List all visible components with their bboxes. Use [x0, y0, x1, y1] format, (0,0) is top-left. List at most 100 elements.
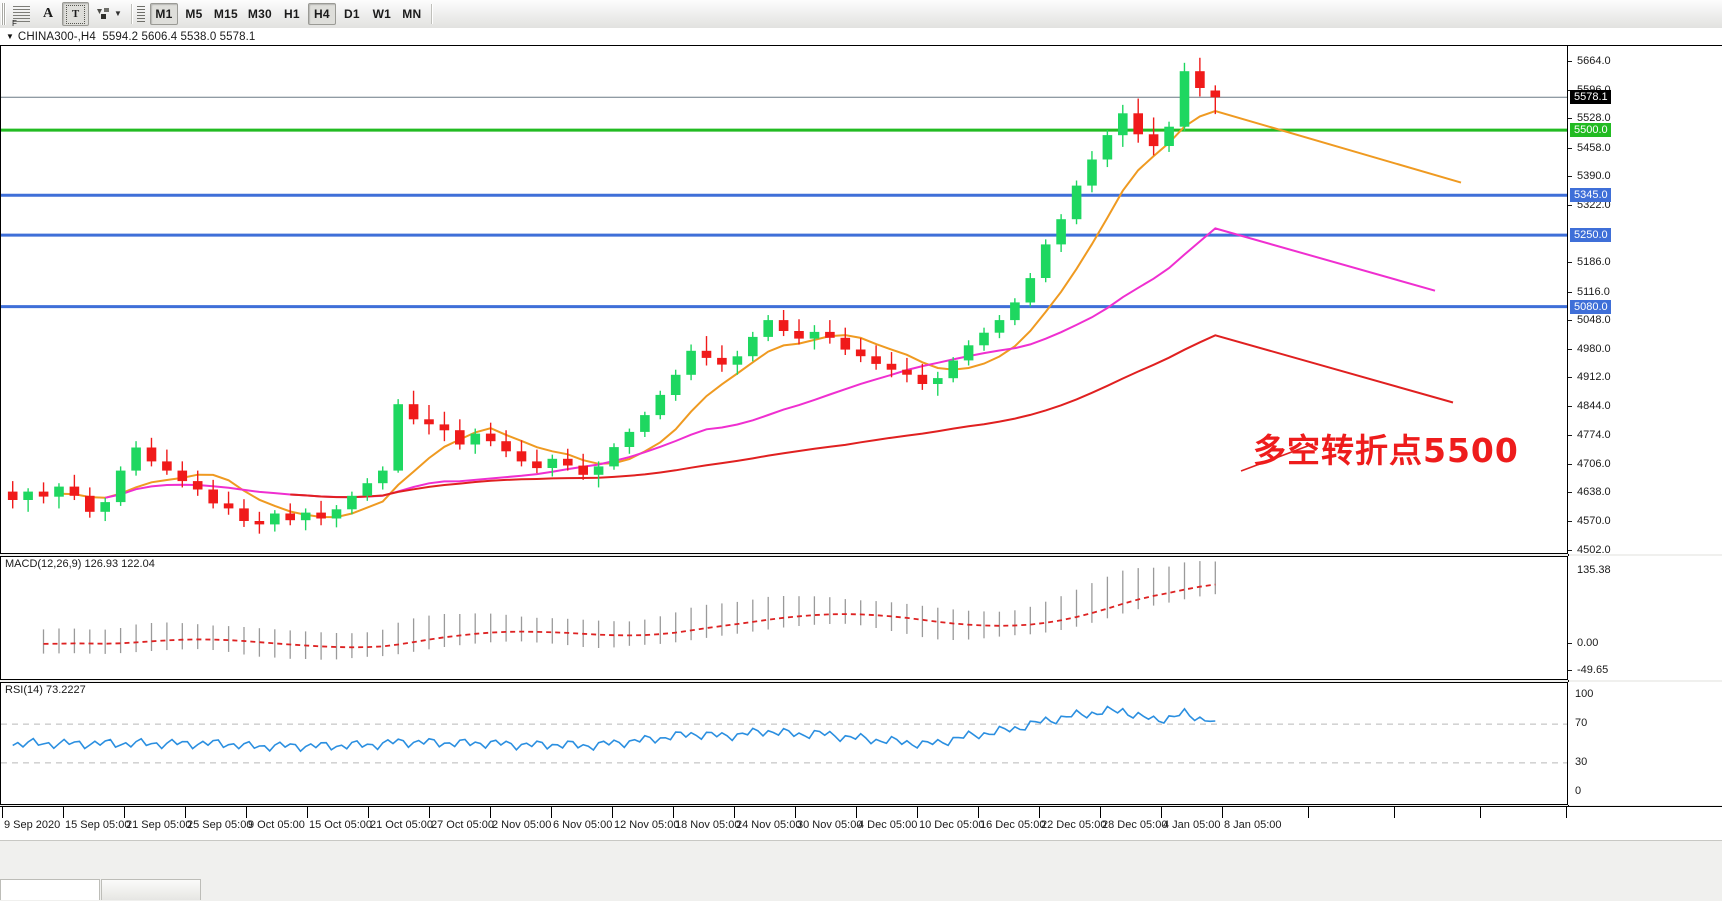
chart-annotation-text[interactable]: 多空转折点5500	[1253, 431, 1519, 470]
timeframe-d1-label: D1	[343, 7, 360, 21]
time-tick-mark	[429, 807, 430, 818]
time-tick-mark	[1566, 807, 1567, 818]
rsi-tick: 70	[1575, 717, 1588, 730]
macd-plot	[1, 557, 1567, 679]
rsi-pane[interactable]: RSI(14) 73.2227	[0, 682, 1568, 805]
macd-tick: 0.00	[1568, 637, 1598, 649]
time-tick-label: 4 Dec 05:00	[858, 819, 918, 831]
time-tick-mark	[185, 807, 186, 818]
timeframe-mn[interactable]: MN	[398, 3, 426, 25]
price-tick: 5116.0	[1568, 286, 1610, 298]
price-tick: 4638.0	[1568, 486, 1611, 498]
time-tick-mark	[978, 807, 979, 818]
time-tick-label: 30 Nov 05:00	[797, 819, 863, 831]
time-tick-label: 15 Sep 05:00	[65, 819, 131, 831]
price-tick: 4502.0	[1568, 544, 1611, 556]
symbol-ohlc-text: CHINA300-,H4 5594.2 5606.4 5538.0 5578.1	[17, 30, 256, 43]
timeframe-m15[interactable]: M15	[210, 3, 242, 25]
level-badge-5345-0[interactable]: 5345.0	[1570, 188, 1611, 203]
time-tick-label: 15 Oct 05:00	[309, 819, 372, 831]
timeframe-d1[interactable]: D1	[338, 3, 366, 25]
timeframe-m30[interactable]: M30	[244, 3, 276, 25]
toolbar-separator	[130, 4, 133, 24]
timeframe-m1-label: M1	[155, 7, 173, 21]
macd-pane[interactable]: MACD(12,26,9) 126.93 122.04	[0, 556, 1568, 680]
macd-chart-svg	[42, 561, 1216, 660]
text-label-tool-button[interactable]: A	[36, 2, 60, 26]
price-tick: 4980.0	[1568, 343, 1611, 355]
price-tick: 4774.0	[1568, 429, 1611, 441]
rsi-tick: 30	[1575, 755, 1588, 768]
timeframe-m15-label: M15	[213, 7, 238, 21]
time-tick-label: 12 Nov 05:00	[614, 819, 680, 831]
time-tick-mark	[1480, 807, 1481, 818]
time-tick-label: 16 Dec 05:00	[980, 819, 1046, 831]
price-pane[interactable]: 多空转折点5500	[0, 45, 1568, 554]
rsi-tick: 0	[1575, 785, 1582, 797]
shapes-icon	[95, 6, 113, 22]
timeframe-m5[interactable]: M5	[180, 3, 208, 25]
text-box-tool-button[interactable]: T	[62, 2, 89, 26]
price-tick: 4570.0	[1568, 515, 1611, 527]
time-tick-label: 21 Oct 05:00	[370, 819, 433, 831]
chart-menu-caret-icon[interactable]: ▼	[6, 32, 14, 41]
time-tick-label: 9 Sep 2020	[4, 819, 61, 831]
toolbar-separator-2	[430, 4, 433, 24]
time-tick-mark	[1161, 807, 1162, 818]
time-scale[interactable]: 9 Sep 2020 15 Sep 05:00 21 Sep 05:00 25 Sep…	[0, 806, 1722, 840]
price-tick: 5458.0	[1568, 142, 1611, 154]
time-tick-label: 28 Dec 05:00	[1102, 819, 1168, 831]
timeframe-grip[interactable]	[136, 6, 145, 22]
price-tick: 4844.0	[1568, 400, 1611, 412]
chart-tabs	[0, 877, 202, 900]
time-tick-mark	[1039, 807, 1040, 818]
macd-tick: 135.38	[1577, 564, 1611, 576]
level-badge-5500-0[interactable]: 5500.0	[1570, 123, 1611, 138]
price-plot[interactable]	[1, 46, 1567, 553]
shapes-tool-button[interactable]: ▼	[91, 2, 126, 26]
price-tick: 5664.0	[1568, 55, 1611, 67]
toolbar-grip[interactable]	[1, 3, 6, 25]
time-tick-label: 27 Oct 05:00	[431, 819, 494, 831]
macd-scale[interactable]: 135.38 0.00 -49.65	[1568, 556, 1722, 680]
timeframe-m1[interactable]: M1	[149, 3, 178, 25]
chart-tab-1[interactable]	[0, 879, 100, 900]
time-tick-mark	[63, 807, 64, 818]
price-chart-svg	[1, 57, 1567, 534]
time-tick-mark	[734, 807, 735, 818]
current-price-badge[interactable]: 5578.1	[1570, 90, 1611, 105]
price-scale[interactable]: 5664.05596.05528.05458.05390.05322.05186…	[1568, 45, 1722, 556]
level-badge-5080-0[interactable]: 5080.0	[1570, 299, 1611, 314]
timeframe-h4[interactable]: H4	[307, 3, 336, 25]
time-tick-mark	[673, 807, 674, 818]
price-tick: 5390.0	[1568, 170, 1611, 182]
macd-tick: -49.65	[1568, 664, 1608, 676]
timeframe-mn-label: MN	[402, 7, 422, 21]
timeframe-w1[interactable]: W1	[368, 3, 396, 25]
chevron-down-icon[interactable]: ▼	[114, 9, 122, 18]
time-tick-label: 18 Nov 05:00	[675, 819, 741, 831]
rsi-label: RSI(14) 73.2227	[5, 684, 86, 696]
time-tick-mark	[124, 807, 125, 818]
time-tick-mark	[246, 807, 247, 818]
timeframe-m30-label: M30	[247, 7, 272, 21]
macd-label: MACD(12,26,9) 126.93 122.04	[5, 558, 155, 570]
text-a-icon: A	[42, 6, 54, 21]
symbol-header: ▼ CHINA300-,H4 5594.2 5606.4 5538.0 5578…	[0, 28, 1722, 46]
rsi-scale[interactable]: 100 70 30 0	[1568, 682, 1722, 805]
time-tick-label: 10 Dec 05:00	[919, 819, 985, 831]
crosshair-tool-button[interactable]	[9, 2, 34, 28]
price-tick: 5528.0	[1568, 112, 1611, 124]
price-tick: 5048.0	[1568, 314, 1611, 326]
price-tick: 4706.0	[1568, 458, 1611, 470]
timeframe-h1[interactable]: H1	[278, 3, 306, 25]
time-tick-mark	[368, 807, 369, 818]
time-tick-label: 22 Dec 05:00	[1041, 819, 1107, 831]
time-tick-label: 25 Sep 05:00	[187, 819, 253, 831]
text-box-icon: T	[66, 4, 85, 24]
price-tick: 4912.0	[1568, 371, 1611, 383]
chart-tab-2[interactable]	[101, 879, 201, 900]
time-tick-mark	[1394, 807, 1395, 818]
rsi-tick: 100	[1575, 688, 1594, 700]
level-badge-5250-0[interactable]: 5250.0	[1570, 228, 1611, 243]
